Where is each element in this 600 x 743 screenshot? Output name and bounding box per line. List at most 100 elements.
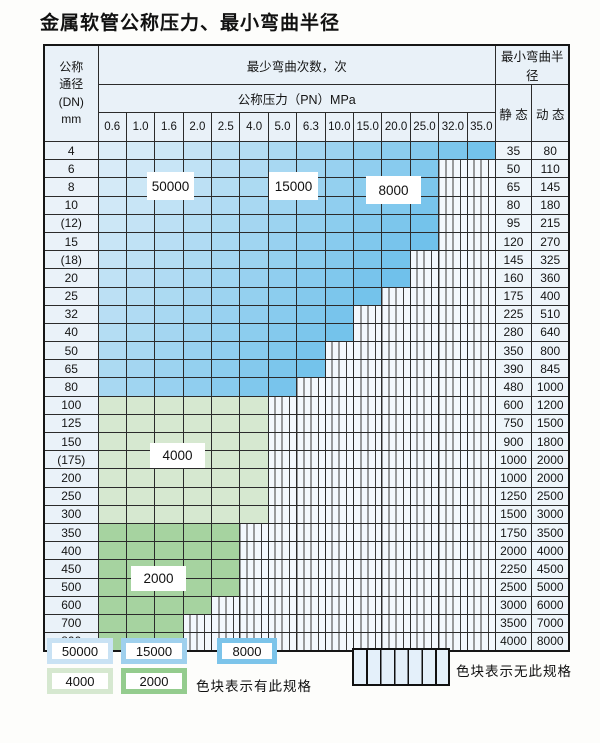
- no-spec-pattern-box: [352, 648, 450, 686]
- cycle-cell: [211, 177, 241, 197]
- cycle-cell: [296, 468, 326, 488]
- cycle-cell: [409, 231, 440, 252]
- static-value-cell: 50: [494, 159, 532, 179]
- table-row: (12) 95 215: [43, 213, 570, 233]
- cycle-cell: [267, 304, 298, 324]
- cycle-cell: [97, 395, 127, 415]
- cycle-cell: [239, 450, 269, 470]
- dn-cell: 700: [43, 613, 99, 634]
- pressure-header-cell: 15.0: [353, 112, 383, 142]
- legend-chip-label: 2000: [126, 673, 182, 689]
- cycle-cell: [182, 559, 213, 579]
- cycle-cell: [438, 431, 468, 452]
- cycle-cell: [296, 395, 326, 415]
- cycle-cell: [125, 140, 156, 161]
- dynamic-value-cell: 325: [530, 250, 570, 270]
- cycle-cell: [267, 140, 298, 161]
- cycle-cell: [125, 195, 156, 215]
- cycle-cell: [409, 577, 440, 597]
- cycle-cell: [267, 322, 298, 343]
- dn-cell: 65: [43, 359, 99, 379]
- table-row: 10 80 180: [43, 195, 570, 215]
- cycle-cell: [125, 541, 156, 561]
- cycle-cell: [267, 377, 298, 397]
- cycle-cell: [267, 577, 298, 597]
- cycle-cell: [97, 377, 127, 397]
- cycle-cell: [97, 250, 127, 270]
- cycle-cell: [296, 304, 326, 324]
- cycle-cell: [381, 250, 411, 270]
- dn-cell: 25: [43, 286, 99, 306]
- dynamic-value-cell: 2500: [530, 486, 570, 506]
- cycle-cell: [125, 595, 156, 615]
- cycle-cell: [409, 250, 440, 270]
- static-value-cell: 2250: [494, 559, 532, 579]
- cycle-cell: [353, 577, 383, 597]
- cycle-cell: [267, 231, 298, 252]
- cycle-cell: [182, 140, 213, 161]
- cycle-cell: [267, 541, 298, 561]
- pressure-header-cell: 0.6: [97, 112, 127, 142]
- cycle-cell: [466, 504, 496, 524]
- cycle-cell: [211, 213, 241, 233]
- dn-cell: 300: [43, 504, 99, 524]
- cycle-cell: [438, 250, 468, 270]
- cycle-cell: [353, 231, 383, 252]
- dynamic-value-cell: 145: [530, 177, 570, 197]
- cycle-cell: [353, 559, 383, 579]
- legend-chip: 15000: [121, 638, 187, 664]
- cycle-cell: [381, 413, 411, 434]
- dn-cell: 500: [43, 577, 99, 597]
- cycle-cell: [154, 231, 184, 252]
- cycle-cell: [409, 431, 440, 452]
- cycle-cell: [154, 504, 184, 524]
- cycle-cell: [182, 541, 213, 561]
- cycle-cell: [239, 195, 269, 215]
- cycle-cell: [324, 213, 355, 233]
- cycle-cell: [267, 341, 298, 361]
- cycle-cell: [125, 504, 156, 524]
- dn-cell: 8: [43, 177, 99, 197]
- cycle-cell: [381, 231, 411, 252]
- cycle-cell: [409, 359, 440, 379]
- cycle-cell: [154, 613, 184, 634]
- cycle-cell: [438, 632, 468, 652]
- cycle-cell: [409, 286, 440, 306]
- dn-cell: 15: [43, 231, 99, 252]
- cycle-cell: [466, 595, 496, 615]
- cycle-cell: [353, 268, 383, 288]
- cycle-cell: [438, 522, 468, 543]
- cycle-cell: [409, 159, 440, 179]
- cycle-cell: [409, 341, 440, 361]
- cycle-cell: [466, 159, 496, 179]
- cycle-cell: [409, 632, 440, 652]
- cycle-cell: [267, 450, 298, 470]
- cycle-cell: [409, 541, 440, 561]
- cycle-cell: [125, 613, 156, 634]
- cycle-cell: [353, 413, 383, 434]
- cycle-cell: [182, 213, 213, 233]
- cycle-cell: [154, 213, 184, 233]
- cycle-cell: [267, 359, 298, 379]
- cycle-cell: [211, 486, 241, 506]
- cycle-cell: [239, 377, 269, 397]
- cycle-cell: [381, 522, 411, 543]
- cycle-cell: [182, 231, 213, 252]
- pressure-header-cell: 20.0: [381, 112, 411, 142]
- cycle-cell: [409, 486, 440, 506]
- cycle-cell: [324, 559, 355, 579]
- dn-cell: 400: [43, 541, 99, 561]
- cycle-cell: [324, 486, 355, 506]
- cycle-cell: [211, 541, 241, 561]
- table-row: 300 1500 3000: [43, 504, 570, 524]
- bend-cycles-header: 最少弯曲次数，次: [97, 44, 496, 85]
- cycle-cell: [267, 504, 298, 524]
- cycle-cell: [353, 213, 383, 233]
- cycle-cell: [267, 468, 298, 488]
- table-row: 400 2000 4000: [43, 541, 570, 561]
- dn-header-line: (DN): [58, 94, 84, 109]
- dn-cell: 150: [43, 431, 99, 452]
- cycle-cell: [182, 304, 213, 324]
- cycle-cell: [466, 395, 496, 415]
- cycle-cell: [296, 450, 326, 470]
